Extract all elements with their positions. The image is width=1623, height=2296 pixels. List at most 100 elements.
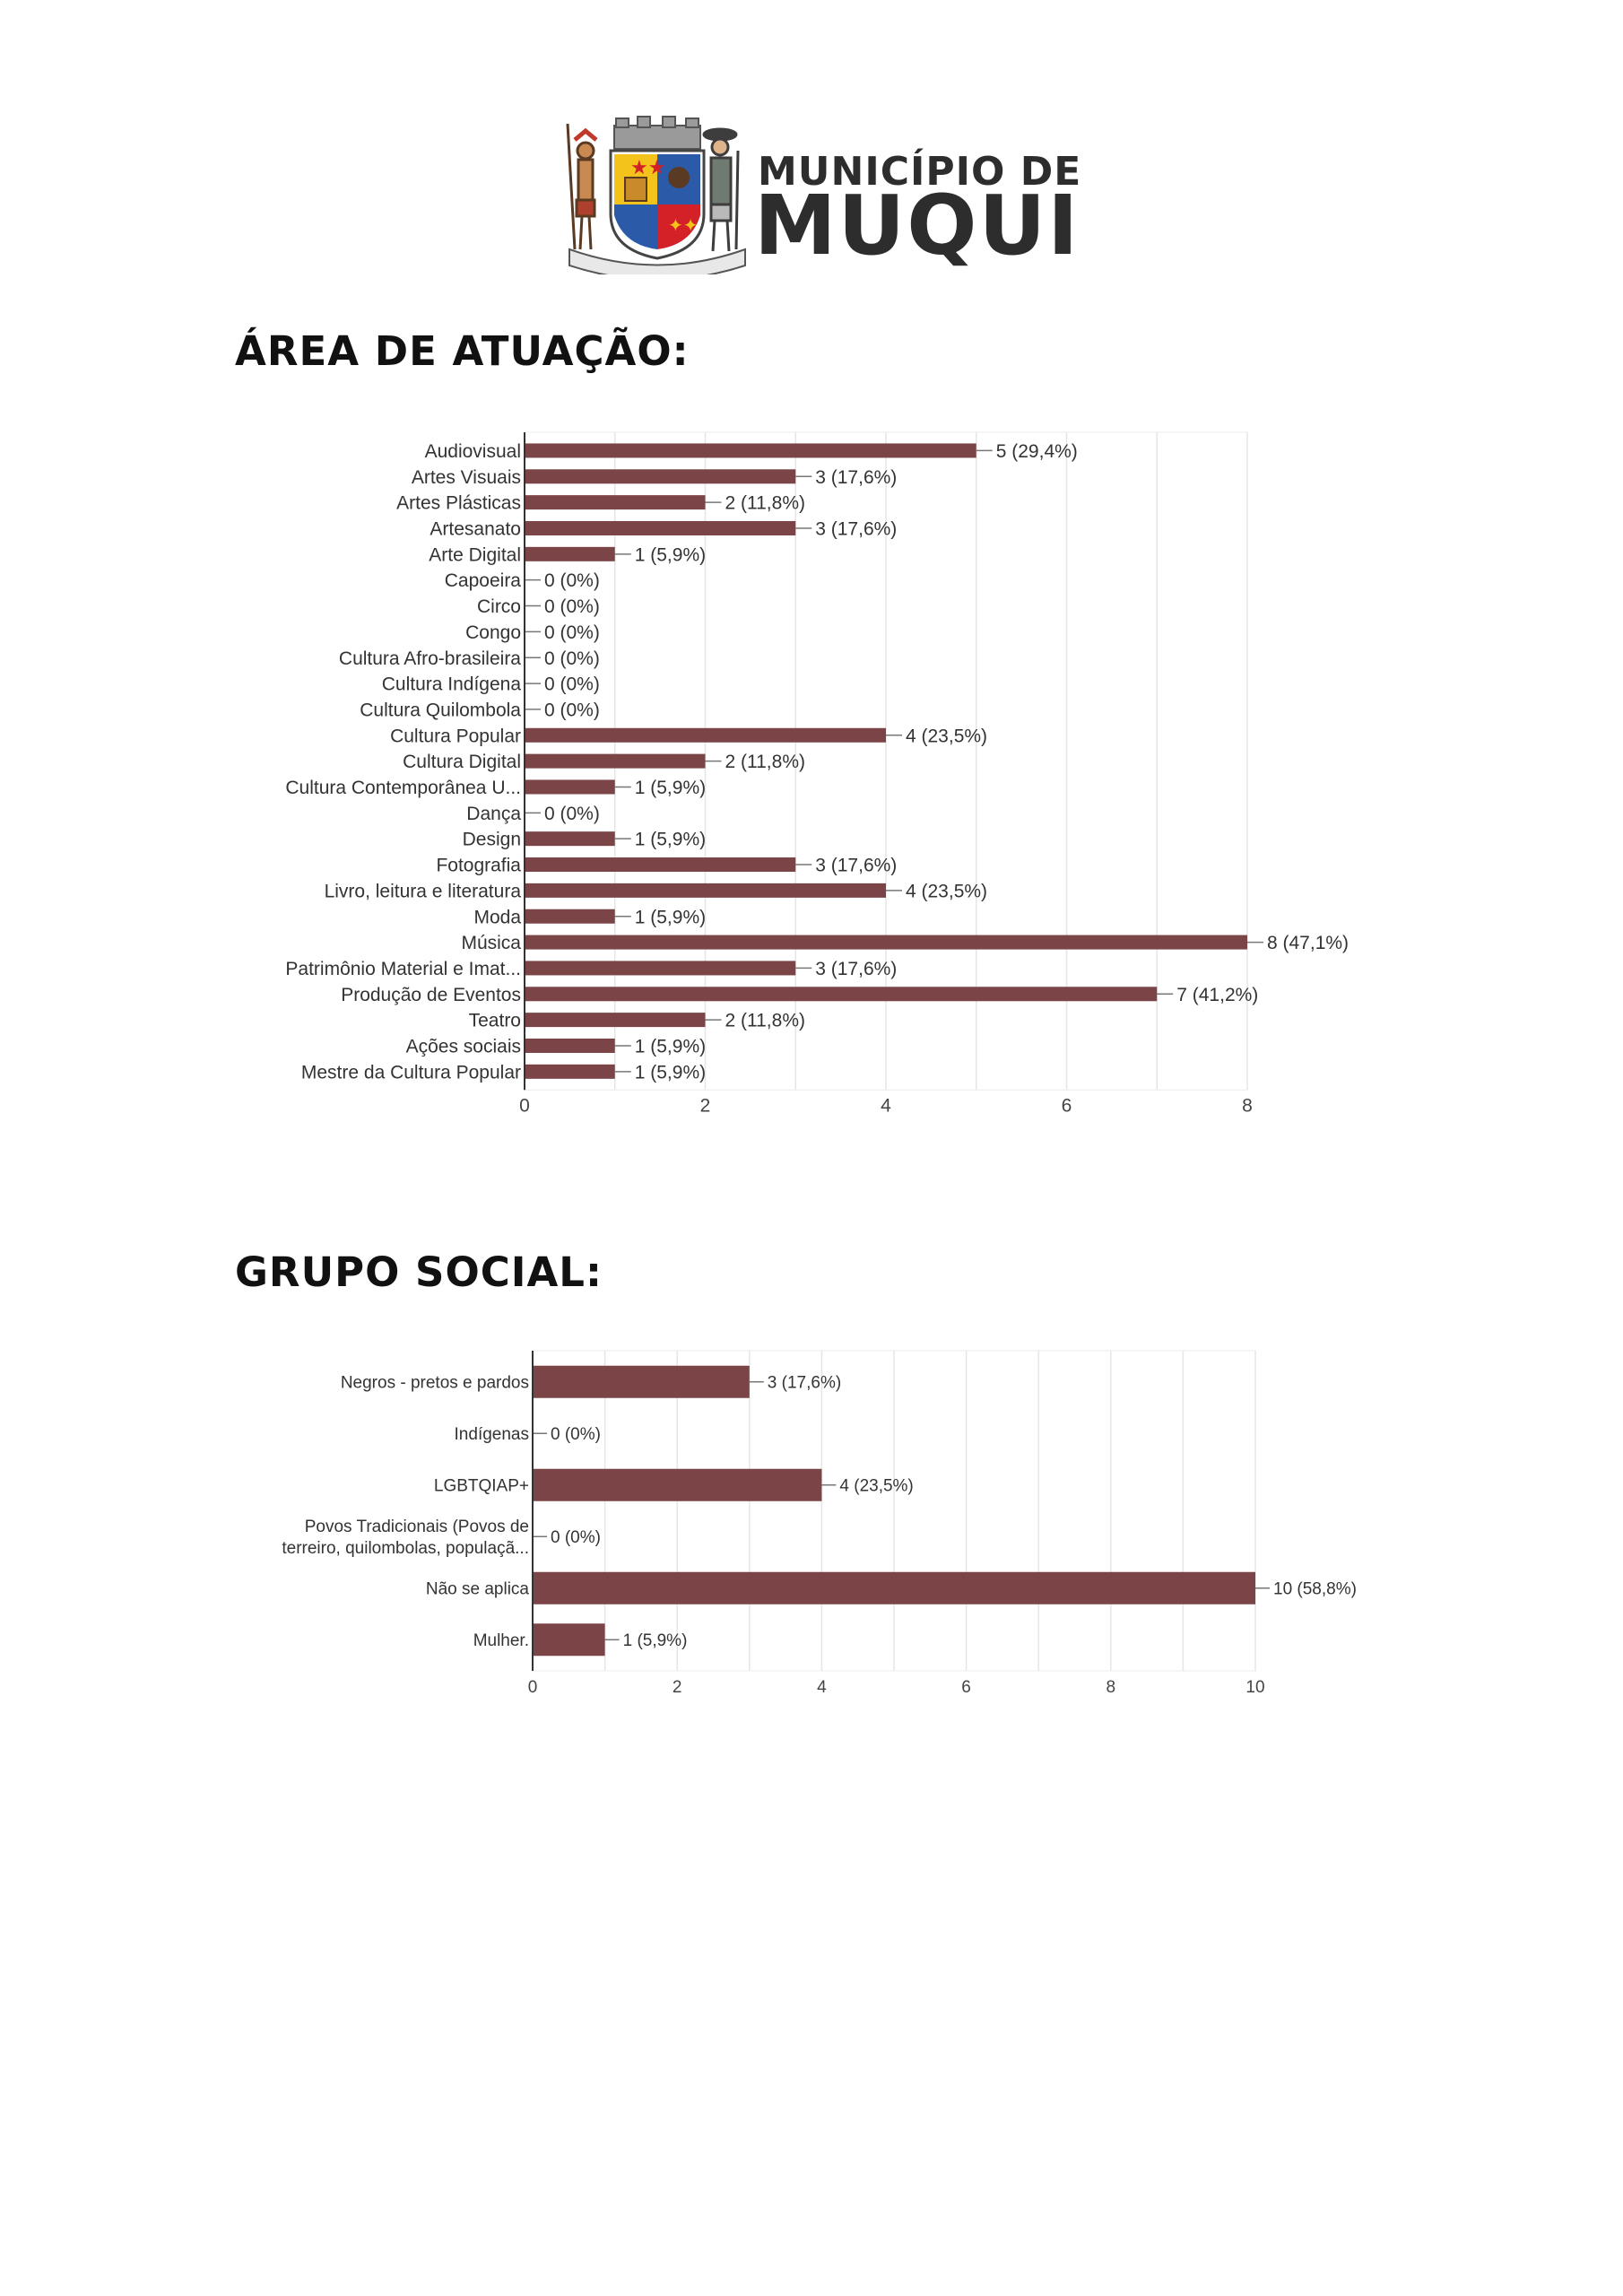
data-label: 1 (5,9%) bbox=[635, 907, 706, 927]
grupo-section-title: GRUPO SOCIAL: bbox=[235, 1248, 603, 1296]
category-label: Congo bbox=[465, 622, 521, 643]
data-label: 4 (23,5%) bbox=[906, 881, 987, 901]
grupo-bar-chart: 0 2 4 6 8 10 Negros - pretos e pardos 3 (17,6%)… bbox=[282, 1350, 1357, 1697]
data-label: 4 (23,5%) bbox=[906, 726, 987, 746]
brand-line-2: MUQUI bbox=[754, 178, 1081, 274]
brand-line-1: MUNICÍPIO DE bbox=[758, 149, 1082, 195]
bar bbox=[525, 1064, 615, 1079]
category-label: Cultura Indígena bbox=[382, 674, 522, 695]
category-label: Moda bbox=[473, 907, 521, 927]
data-label: 1 (5,9%) bbox=[635, 778, 706, 798]
bar bbox=[533, 1468, 822, 1501]
bar bbox=[533, 1623, 605, 1657]
bar bbox=[525, 1038, 615, 1053]
x-tick-label: 6 bbox=[1062, 1095, 1072, 1116]
x-tick-label: 0 bbox=[528, 1678, 538, 1697]
category-label: Design bbox=[463, 830, 521, 850]
x-tick-label: 2 bbox=[700, 1095, 711, 1116]
crest-crown bbox=[613, 116, 701, 150]
category-label: Teatro bbox=[469, 1011, 521, 1031]
x-tick-label: 10 bbox=[1245, 1678, 1264, 1697]
category-label: Cultura Digital bbox=[403, 752, 521, 772]
category-label: Artes Visuais bbox=[412, 467, 521, 488]
x-tick-label: 0 bbox=[519, 1095, 530, 1116]
data-label: 4 (23,5%) bbox=[839, 1477, 913, 1496]
data-label: 1 (5,9%) bbox=[635, 1037, 706, 1057]
bar bbox=[533, 1571, 1255, 1605]
bar bbox=[525, 1013, 706, 1028]
data-label: 3 (17,6%) bbox=[768, 1374, 841, 1393]
category-label: Cultura Popular bbox=[390, 726, 521, 746]
bar bbox=[525, 727, 886, 743]
data-label: 1 (5,9%) bbox=[623, 1631, 688, 1650]
bar bbox=[525, 857, 796, 873]
category-label: Produção de Eventos bbox=[341, 985, 521, 1005]
category-label: Cultura Contemporânea U... bbox=[285, 778, 521, 798]
category-label: Ações sociais bbox=[406, 1037, 521, 1057]
bar bbox=[525, 961, 796, 976]
bar bbox=[525, 443, 976, 458]
municipal-crest-icon: ★★ ✦✦ bbox=[566, 116, 746, 274]
bar bbox=[525, 935, 1247, 950]
bar bbox=[525, 753, 706, 769]
category-label: Não se aplica bbox=[426, 1580, 530, 1599]
crest-left-figure bbox=[566, 123, 598, 250]
bar bbox=[525, 546, 615, 561]
data-label: 0 (0%) bbox=[544, 648, 600, 669]
category-label: Capoeira bbox=[445, 570, 522, 591]
category-label: Artes Plásticas bbox=[396, 493, 521, 514]
category-label: Povos Tradicionais (Povos de bbox=[305, 1518, 529, 1536]
data-label: 5 (29,4%) bbox=[996, 441, 1078, 462]
x-tick-label: 6 bbox=[961, 1678, 971, 1697]
data-label: 2 (11,8%) bbox=[725, 493, 806, 514]
x-tick-label: 4 bbox=[817, 1678, 827, 1697]
svg-text:✦✦: ✦✦ bbox=[668, 214, 699, 236]
data-label: 0 (0%) bbox=[544, 700, 600, 720]
data-label: 1 (5,9%) bbox=[635, 544, 706, 565]
data-label: 10 (58,8%) bbox=[1273, 1580, 1357, 1599]
data-label: 7 (41,2%) bbox=[1176, 985, 1258, 1005]
category-label: Patrimônio Material e Imat... bbox=[285, 959, 521, 979]
data-label: 0 (0%) bbox=[551, 1528, 601, 1547]
category-label: Fotografia bbox=[436, 856, 521, 876]
category-label: Negros - pretos e pardos bbox=[341, 1374, 529, 1393]
category-label: Mestre da Cultura Popular bbox=[301, 1062, 521, 1083]
x-tick-label: 8 bbox=[1107, 1678, 1116, 1697]
data-label: 2 (11,8%) bbox=[725, 752, 806, 772]
category-label: Dança bbox=[466, 804, 521, 824]
data-label: 0 (0%) bbox=[551, 1425, 601, 1444]
data-label: 1 (5,9%) bbox=[635, 830, 706, 850]
crest-ribbon bbox=[568, 248, 746, 274]
data-label: 0 (0%) bbox=[544, 622, 600, 643]
category-label: Livro, leitura e literatura bbox=[325, 881, 522, 901]
bar bbox=[525, 469, 796, 484]
category-label: Cultura Afro-brasileira bbox=[339, 648, 521, 669]
bar bbox=[525, 495, 706, 510]
category-label: terreiro, quilombolas, populaçã... bbox=[282, 1539, 529, 1558]
category-label: Mulher. bbox=[473, 1631, 529, 1650]
category-label: Cultura Quilombola bbox=[360, 700, 521, 720]
category-label: Artesanato bbox=[430, 519, 521, 540]
data-label: 0 (0%) bbox=[544, 596, 600, 617]
bar bbox=[525, 831, 615, 847]
category-label: Arte Digital bbox=[429, 544, 521, 565]
x-tick-label: 2 bbox=[673, 1678, 682, 1697]
bar bbox=[525, 520, 796, 535]
data-label: 0 (0%) bbox=[544, 674, 600, 695]
data-label: 3 (17,6%) bbox=[815, 519, 897, 540]
data-label: 0 (0%) bbox=[544, 570, 600, 591]
bar bbox=[525, 987, 1158, 1002]
bar bbox=[525, 909, 615, 924]
data-label: 1 (5,9%) bbox=[635, 1062, 706, 1083]
bar bbox=[533, 1365, 750, 1398]
category-label: Audiovisual bbox=[425, 441, 521, 462]
category-label: Música bbox=[461, 933, 521, 953]
data-label: 3 (17,6%) bbox=[815, 959, 897, 979]
bar bbox=[525, 883, 886, 898]
crest-right-figure bbox=[702, 127, 740, 252]
data-label: 0 (0%) bbox=[544, 804, 600, 824]
category-label: LGBTQIAP+ bbox=[434, 1477, 529, 1496]
category-label: Circo bbox=[477, 596, 521, 617]
x-tick-label: 4 bbox=[881, 1095, 891, 1116]
svg-text:★★: ★★ bbox=[630, 157, 665, 179]
